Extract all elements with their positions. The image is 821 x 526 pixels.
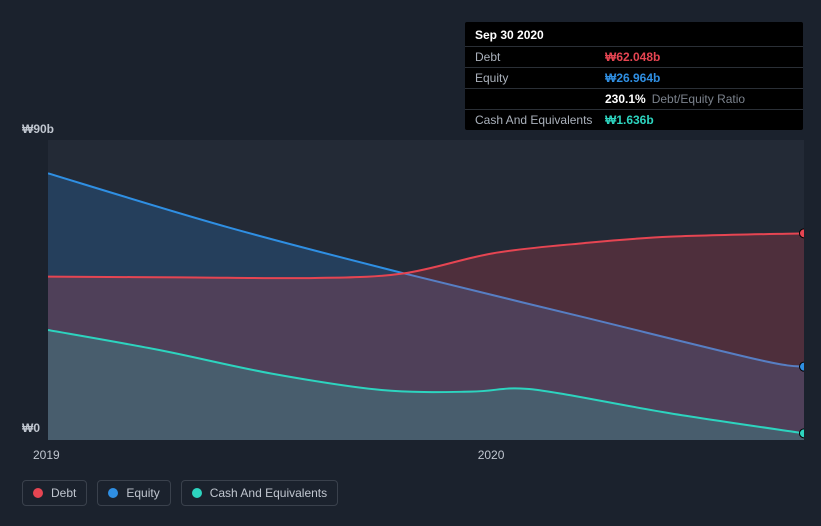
legend-item-equity[interactable]: Equity: [97, 480, 170, 506]
legend-label: Debt: [51, 486, 76, 500]
legend-label: Equity: [126, 486, 159, 500]
tooltip-row-debt: Debt ₩62.048b: [465, 46, 803, 67]
y-axis-label-bottom: ₩0: [22, 421, 40, 435]
tooltip-label: Equity: [475, 71, 605, 85]
legend-item-cash[interactable]: Cash And Equivalents: [181, 480, 338, 506]
tooltip-row-equity: Equity ₩26.964b: [465, 67, 803, 88]
x-axis-label: 2020: [478, 448, 505, 462]
tooltip-note: Debt/Equity Ratio: [652, 92, 745, 106]
hover-tooltip: Sep 30 2020 Debt ₩62.048b Equity ₩26.964…: [465, 22, 803, 130]
legend: Debt Equity Cash And Equivalents: [22, 480, 338, 506]
y-axis-label-top: ₩90b: [22, 122, 54, 136]
tooltip-label: Debt: [475, 50, 605, 64]
chart-plot-area[interactable]: [48, 140, 804, 440]
tooltip-label: Cash And Equivalents: [475, 113, 605, 127]
chart-container: Sep 30 2020 Debt ₩62.048b Equity ₩26.964…: [0, 0, 821, 526]
legend-swatch: [192, 488, 202, 498]
tooltip-value: ₩62.048b: [605, 50, 660, 64]
x-axis-label: 2019: [33, 448, 60, 462]
tooltip-row-cash: Cash And Equivalents ₩1.636b: [465, 109, 803, 130]
legend-swatch: [108, 488, 118, 498]
legend-item-debt[interactable]: Debt: [22, 480, 87, 506]
legend-swatch: [33, 488, 43, 498]
tooltip-value: ₩26.964b: [605, 71, 660, 85]
tooltip-row-ratio: 230.1% Debt/Equity Ratio: [465, 88, 803, 109]
tooltip-date: Sep 30 2020: [465, 28, 803, 46]
tooltip-value: 230.1%: [605, 92, 646, 106]
area-chart-svg: [48, 140, 804, 440]
legend-label: Cash And Equivalents: [210, 486, 327, 500]
tooltip-value: ₩1.636b: [605, 113, 654, 127]
